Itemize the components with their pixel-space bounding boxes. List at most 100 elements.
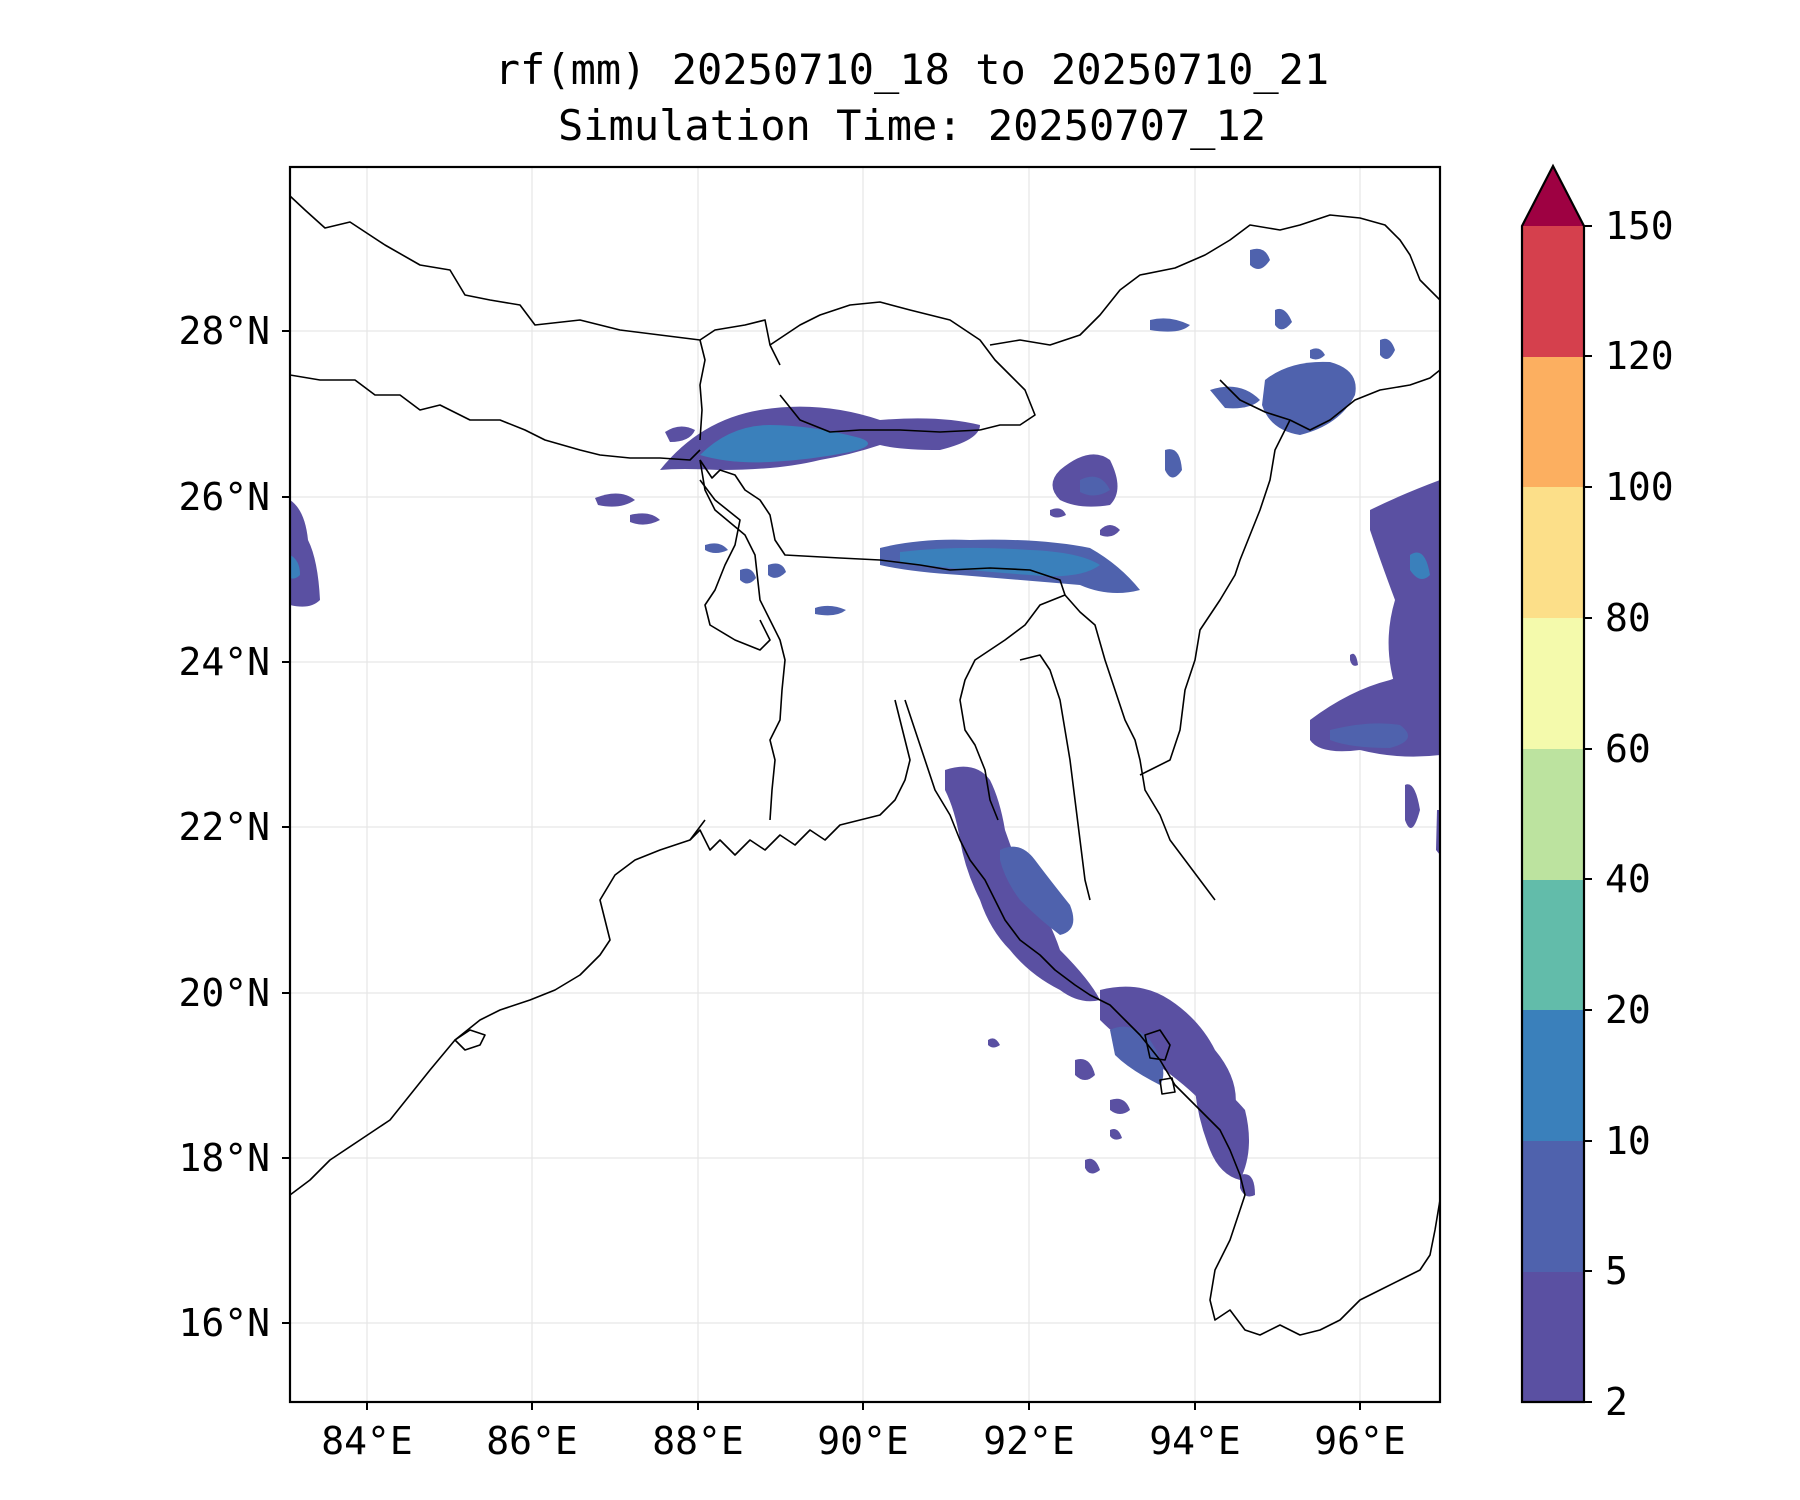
boundary-nepal-north bbox=[290, 195, 781, 366]
boundary-nepal-south bbox=[290, 374, 701, 461]
y-tick-label-28: 28°N bbox=[178, 309, 270, 353]
rain-patch-arakan-8 bbox=[1085, 1158, 1100, 1174]
colorbar-ticks bbox=[1584, 225, 1592, 1403]
rain-patch-terai-2 bbox=[630, 513, 660, 525]
map-plot-area bbox=[288, 165, 1442, 1404]
colorbar-segment-80-100 bbox=[1522, 487, 1584, 618]
map-background bbox=[290, 167, 1440, 1402]
x-tick-label-96: 96°E bbox=[1314, 1419, 1406, 1463]
rain-patch-west-edge bbox=[290, 500, 320, 607]
colorbar-label-40: 40 bbox=[1605, 857, 1651, 901]
boundary-india-myanmar bbox=[1064, 594, 1216, 901]
boundaries bbox=[290, 195, 1440, 1336]
rain-patch-arunachal-7 bbox=[1310, 348, 1325, 360]
graticule bbox=[290, 167, 1440, 1402]
colorbar-label-2: 2 bbox=[1605, 1380, 1628, 1424]
rain-patch-arunachal-4 bbox=[1250, 248, 1270, 269]
coast-myanmar-south bbox=[1209, 1199, 1440, 1336]
colorbar-segment-60-80 bbox=[1522, 618, 1584, 749]
colorbar-label-20: 20 bbox=[1605, 988, 1651, 1032]
colorbar-label-100: 100 bbox=[1605, 465, 1674, 509]
colorbar-segment-120-150 bbox=[1522, 226, 1584, 357]
rain-patch-terai bbox=[595, 493, 635, 507]
rain-patch-arakan-7 bbox=[1110, 1098, 1130, 1114]
colorbar-label-5: 5 bbox=[1605, 1249, 1628, 1293]
rain-patch-myanmar-east-3 bbox=[1330, 723, 1408, 748]
x-tick-labels: 84°E 86°E 88°E 90°E 92°E 94°E 96°E bbox=[321, 1419, 1406, 1463]
axis-ticks bbox=[282, 330, 1361, 1410]
rain-patch-assam-4 bbox=[1100, 525, 1120, 537]
coast-arakan-islands bbox=[1144, 1029, 1171, 1061]
rain-patch-arakan-6 bbox=[1075, 1059, 1095, 1080]
y-tick-label-26: 26°N bbox=[178, 475, 270, 519]
colorbar-labels: 2 5 10 20 40 60 80 100 120 150 bbox=[1605, 204, 1674, 1424]
boundary-bangladesh bbox=[699, 459, 1066, 821]
x-tick-label-88: 88°E bbox=[652, 1419, 744, 1463]
rain-patch-arakan-4 bbox=[1110, 1026, 1164, 1085]
boundary-mizoram bbox=[1019, 654, 1091, 901]
rain-patch-arunachal-3 bbox=[1150, 318, 1190, 332]
rain-patch-west-edge-core bbox=[290, 555, 300, 579]
y-tick-label-20: 20°N bbox=[178, 971, 270, 1015]
rain-patch-assam-3 bbox=[1165, 449, 1182, 478]
colorbar: 2 5 10 20 40 60 80 100 120 150 bbox=[1520, 163, 1674, 1424]
rain-patch-myanmar-east-core bbox=[1410, 552, 1430, 579]
y-tick-labels: 16°N 18°N 20°N 22°N 24°N 26°N 28°N bbox=[178, 309, 270, 1345]
rain-patch-arakan-11 bbox=[988, 1038, 1000, 1048]
coast-chilika bbox=[454, 1029, 486, 1051]
rain-patch-arakan-2 bbox=[1000, 846, 1074, 935]
colorbar-label-60: 60 bbox=[1605, 727, 1651, 771]
colorbar-segment-2-5 bbox=[1522, 1271, 1584, 1402]
colorbar-label-10: 10 bbox=[1605, 1119, 1651, 1163]
x-tick-label-84: 84°E bbox=[321, 1419, 413, 1463]
coast-chittagong bbox=[904, 699, 1246, 1211]
y-tick-label-22: 22°N bbox=[178, 805, 270, 849]
boundary-arunachal-south bbox=[1219, 369, 1440, 431]
boundary-bangladesh-inner bbox=[699, 479, 771, 651]
colorbar-segment-5-10 bbox=[1522, 1141, 1584, 1272]
rain-patch-bengal-3 bbox=[768, 563, 786, 578]
coast-bay-west bbox=[290, 819, 706, 1196]
rain-patch-arunachal-1 bbox=[1262, 361, 1356, 435]
colorbar-label-150: 150 bbox=[1605, 204, 1674, 248]
rain-patch-bengal-2 bbox=[740, 568, 756, 584]
coast-arakan-island-2 bbox=[1159, 1077, 1176, 1095]
rain-patch-bengal-1 bbox=[705, 543, 728, 553]
colorbar-outline bbox=[1520, 163, 1586, 1404]
map-title-line1: rf(mm) 20250710_18 to 20250710_21 bbox=[494, 45, 1330, 94]
map-title-line2: Simulation Time: 20250707_12 bbox=[557, 101, 1266, 150]
coast-sundarbans bbox=[689, 699, 911, 856]
colorbar-label-80: 80 bbox=[1605, 596, 1651, 640]
rain-patch-bengal-4 bbox=[815, 605, 846, 616]
colorbar-label-120: 120 bbox=[1605, 334, 1674, 378]
y-tick-label-16: 16°N bbox=[178, 1301, 270, 1345]
colorbar-segment-40-60 bbox=[1522, 749, 1584, 880]
rain-patch-myanmar-east-4 bbox=[1405, 784, 1420, 828]
colorbar-segment-100-120 bbox=[1522, 356, 1584, 487]
boundary-sikkim bbox=[699, 339, 706, 441]
boundary-bangladesh-west bbox=[699, 459, 786, 821]
rain-patch-arunachal-5 bbox=[1275, 308, 1292, 330]
x-tick-label-90: 90°E bbox=[817, 1419, 909, 1463]
y-tick-label-24: 24°N bbox=[178, 640, 270, 684]
colorbar-segment-20-40 bbox=[1522, 879, 1584, 1010]
rain-patch-assam-2 bbox=[1080, 476, 1110, 496]
boundary-nagaland-manipur bbox=[1139, 419, 1291, 776]
x-tick-label-94: 94°E bbox=[1149, 1419, 1241, 1463]
rain-patch-arakan-5 bbox=[1195, 1079, 1249, 1180]
map-frame bbox=[288, 165, 1442, 1404]
rain-patch-myanmar-east-6 bbox=[1350, 653, 1358, 666]
x-tick-label-92: 92°E bbox=[983, 1419, 1075, 1463]
y-tick-label-18: 18°N bbox=[178, 1136, 270, 1180]
x-tick-label-86: 86°E bbox=[486, 1419, 578, 1463]
boundary-bhutan bbox=[769, 301, 1036, 431]
boundary-bhutan-south bbox=[779, 394, 981, 433]
rain-patch-meghalaya-core bbox=[900, 547, 1100, 577]
colorbar-segment-10-20 bbox=[1522, 1010, 1584, 1141]
rain-patch-arakan-9 bbox=[1110, 1129, 1122, 1140]
colorbar-extend-max-arrow bbox=[1522, 166, 1584, 226]
rain-patch-myanmar-east-1 bbox=[1370, 480, 1440, 705]
rain-patch-nepal-small bbox=[665, 426, 695, 442]
rain-patch-himalaya-core bbox=[700, 425, 868, 463]
